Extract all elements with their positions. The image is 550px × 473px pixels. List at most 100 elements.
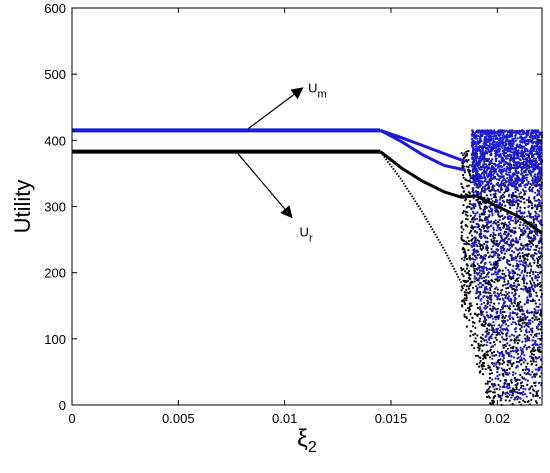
chaotic-point — [476, 226, 480, 229]
chaotic-point — [517, 339, 520, 342]
chaotic-point — [469, 313, 472, 316]
chaotic-point — [505, 139, 508, 142]
chaotic-point — [518, 136, 522, 139]
chaotic-point — [512, 251, 516, 254]
chaotic-point — [511, 389, 514, 392]
chaotic-point — [527, 232, 530, 236]
chaotic-point — [466, 214, 469, 217]
chaotic-point — [479, 230, 482, 233]
chaotic-point — [473, 321, 476, 325]
chaotic-point — [517, 356, 520, 359]
chaotic-point — [526, 176, 529, 179]
chaotic-point — [501, 308, 504, 311]
chaotic-point — [460, 234, 463, 237]
chaotic-point — [509, 271, 512, 274]
chaotic-point — [531, 166, 534, 169]
chaotic-point — [468, 319, 471, 322]
chaotic-point — [519, 173, 523, 176]
chaotic-point — [520, 330, 523, 333]
chaotic-point — [503, 338, 506, 341]
chaotic-point — [475, 168, 478, 171]
chaotic-point — [500, 239, 503, 242]
chaotic-point — [535, 130, 538, 134]
chaotic-point — [513, 296, 517, 299]
chaotic-point — [497, 383, 500, 386]
chaotic-point — [535, 360, 538, 363]
chaotic-point — [493, 190, 496, 193]
chaotic-point — [480, 134, 483, 137]
chaotic-point — [499, 308, 502, 312]
chaotic-point — [531, 279, 534, 282]
chaotic-point — [515, 201, 518, 204]
chaotic-point — [508, 317, 512, 320]
chaotic-point — [517, 253, 520, 256]
chaotic-point — [492, 235, 495, 238]
chaotic-point — [488, 380, 491, 383]
chaotic-point — [480, 176, 483, 179]
chaotic-point — [528, 339, 531, 342]
chaotic-point — [461, 165, 464, 168]
chaotic-point — [465, 325, 468, 328]
chaotic-point — [505, 168, 508, 171]
chaotic-point — [533, 261, 536, 264]
chaotic-point — [522, 246, 526, 249]
chaotic-point — [533, 130, 536, 133]
chaotic-point — [507, 296, 510, 299]
chaotic-point — [504, 399, 507, 402]
chaotic-point — [519, 141, 522, 144]
chaotic-point — [495, 387, 498, 390]
chaotic-point — [510, 291, 514, 294]
chaotic-point — [489, 390, 492, 393]
chaotic-point — [473, 275, 476, 278]
chaotic-point — [479, 245, 482, 248]
chaotic-point — [488, 178, 491, 181]
chaotic-point — [535, 148, 538, 151]
chaotic-point — [502, 353, 505, 356]
chaotic-point — [478, 349, 481, 352]
chaotic-point — [525, 179, 528, 182]
chaotic-point — [516, 308, 519, 311]
chaotic-point — [493, 362, 496, 365]
chaotic-point — [508, 221, 511, 224]
chaotic-point — [477, 283, 480, 286]
chaotic-point — [530, 242, 533, 245]
chaotic-point — [485, 244, 488, 247]
chaotic-point — [501, 147, 504, 150]
chaotic-point — [477, 279, 480, 282]
chaotic-point — [479, 317, 482, 320]
chaotic-point — [500, 165, 503, 169]
chaotic-point — [538, 303, 542, 306]
chaotic-point — [507, 324, 510, 327]
chaotic-point — [465, 296, 468, 300]
chaotic-point — [530, 362, 534, 365]
chaotic-point — [484, 382, 487, 385]
chaotic-point — [493, 324, 496, 327]
chaotic-point — [535, 150, 538, 153]
chaotic-point — [506, 342, 509, 345]
chaotic-point — [497, 166, 500, 169]
chaotic-point — [494, 308, 497, 311]
chaotic-point — [499, 215, 502, 218]
chaotic-point — [485, 137, 488, 140]
chaotic-point — [519, 247, 522, 250]
chaotic-point — [510, 194, 514, 197]
chaotic-point — [534, 394, 538, 397]
chaotic-point — [502, 246, 505, 249]
chaotic-point — [507, 286, 510, 289]
chaotic-point — [524, 257, 527, 260]
chaotic-point — [475, 251, 478, 254]
chaotic-point — [481, 373, 485, 376]
chaotic-point — [461, 220, 464, 223]
chaotic-point — [476, 217, 479, 220]
chaotic-point — [476, 199, 479, 203]
chaotic-point — [488, 376, 492, 380]
chaotic-point — [495, 222, 498, 225]
chaotic-point — [529, 270, 533, 273]
chaotic-point — [516, 398, 519, 401]
chaotic-point — [463, 249, 466, 252]
chaotic-point — [535, 212, 538, 215]
chaotic-point — [538, 298, 541, 302]
chaotic-point — [502, 346, 505, 349]
chaotic-point — [489, 268, 493, 271]
chaotic-point — [539, 338, 542, 341]
